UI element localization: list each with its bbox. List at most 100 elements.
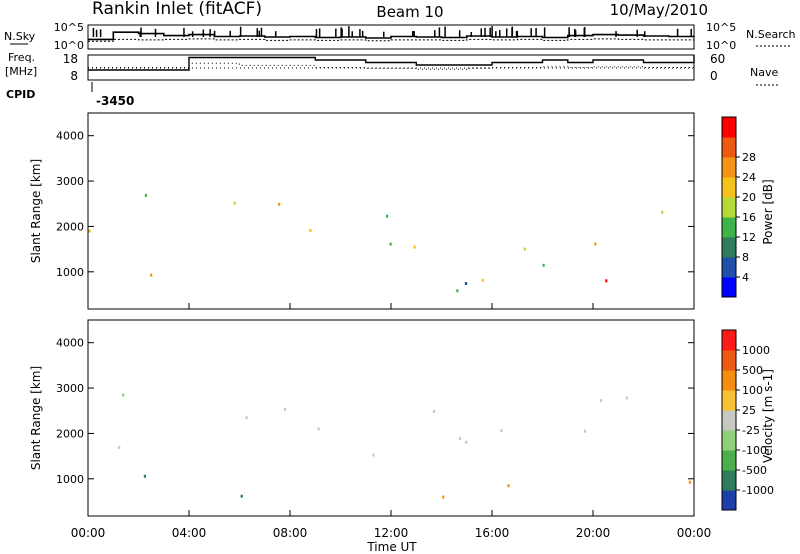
noise-tick-bottom-left: 10^0 [54, 39, 84, 52]
freq-tick-bottom: 8 [70, 69, 78, 83]
freq-strip: Freq. [MHz] 18 8 60 0 Nave CPID -3450 [5, 51, 778, 108]
noise-tick-top-left: 10^5 [54, 21, 84, 34]
xaxis-tick-label: 16:00 [475, 526, 510, 540]
nave-tick-bottom: 0 [710, 69, 718, 83]
nave-label: Nave [750, 66, 778, 79]
velocity-ytick-label: 1000 [56, 473, 84, 486]
power-ytick-label: 1000 [56, 266, 84, 279]
power-ytick-label: 4000 [56, 130, 84, 143]
power-panel: 1000 2000 3000 4000 Slant Range [km] 4 8 12 16… [29, 112, 775, 310]
velocity-ytick-label: 3000 [56, 382, 84, 395]
velocity-cbar-label: 100 [742, 384, 763, 397]
velocity-cbar-label: -500 [742, 464, 767, 477]
xaxis-tick-label: 00:00 [71, 526, 106, 540]
nsearch-line [88, 38, 695, 42]
nave-tick-top: 60 [710, 52, 725, 66]
power-ytick-label: 2000 [56, 220, 84, 233]
velocity-cell [507, 484, 510, 488]
velocity-cbar-label: 25 [742, 404, 756, 417]
velocity-cell [688, 480, 691, 484]
power-cell [88, 229, 91, 233]
velocity-cell [317, 427, 320, 431]
velocity-cbar-swatch [722, 470, 736, 491]
velocity-cbar-swatch [722, 410, 736, 431]
power-ylabel: Slant Range [km] [29, 159, 43, 263]
velocity-cell [143, 474, 146, 478]
power-cell [464, 282, 468, 285]
velocity-cell [118, 446, 121, 449]
velocity-cell [240, 494, 243, 498]
xaxis-label: Time UT [366, 540, 417, 554]
power-cbar-swatch [722, 157, 736, 178]
power-cell [594, 242, 597, 246]
velocity-cell [284, 407, 287, 411]
freq-tick-top: 18 [63, 52, 78, 66]
power-ytick-label: 3000 [56, 175, 84, 188]
velocity-panel: 1000 2000 3000 4000 Slant Range [km] 1000 50… [29, 303, 775, 554]
beam-title: Beam 10 [376, 3, 443, 21]
power-cbar-frame [721, 116, 737, 298]
power-cbar-label: 28 [742, 151, 756, 164]
power-cell [605, 279, 608, 283]
velocity-cbar-swatch [722, 450, 736, 471]
velocity-cbar-label: -100 [742, 444, 767, 457]
power-cell [389, 242, 392, 246]
velocity-cell [465, 440, 468, 444]
power-cbar-swatch [722, 217, 736, 238]
power-cell [523, 247, 526, 251]
velocity-cell [432, 409, 436, 413]
velocity-cbar-swatch [722, 330, 736, 351]
power-cbar-label: 4 [742, 271, 749, 284]
velocity-ytick-label: 4000 [56, 337, 84, 350]
xaxis-tick-label: 00:00 [677, 526, 712, 540]
cpid-value: -3450 [96, 94, 134, 108]
noise-tick-top-right: 10^5 [706, 21, 736, 34]
power-cbar-label: 8 [742, 251, 749, 264]
velocity-cbar-swatch [722, 350, 736, 371]
velocity-cbar-frame [721, 329, 737, 511]
power-cbar-label: Power [dB] [761, 179, 775, 244]
velocity-cell [625, 396, 628, 400]
velocity-cell [584, 429, 587, 433]
xaxis-tick-label: 20:00 [576, 526, 611, 540]
power-cell [456, 289, 459, 293]
velocity-cbar-swatch [722, 430, 736, 451]
power-cell [144, 193, 147, 197]
xaxis-tick-label: 04:00 [172, 526, 207, 540]
velocity-cell [458, 437, 462, 440]
velocity-cell [599, 399, 603, 403]
velocity-cbar-label: -25 [742, 424, 760, 437]
power-cell [661, 210, 664, 214]
velocity-cbar-label: 500 [742, 364, 763, 377]
nsky-label: N.Sky [4, 30, 36, 43]
power-cell [309, 229, 312, 232]
power-cell [413, 245, 416, 249]
nave-line [88, 62, 695, 70]
velocity-ytick-label: 2000 [56, 427, 84, 440]
freq-unit-label: [MHz] [5, 65, 37, 78]
power-cell [386, 214, 389, 218]
power-cbar-swatch [722, 137, 736, 158]
power-cells [88, 193, 664, 293]
station-title: Rankin Inlet (fitACF) [92, 0, 262, 19]
velocity-cbar-swatch [722, 390, 736, 411]
power-cell [150, 273, 153, 277]
velocity-cbar-label: -1000 [742, 484, 774, 497]
power-cbar-label: 12 [742, 231, 756, 244]
power-cell [233, 201, 236, 205]
velocity-cell [245, 416, 248, 420]
power-cbar-swatch [722, 197, 736, 218]
noise-tick-bottom-right: 10^0 [706, 39, 736, 52]
velocity-cbar-swatch [722, 490, 736, 511]
power-cbar-label: 24 [742, 171, 756, 184]
xaxis-tick-label: 08:00 [273, 526, 308, 540]
nsearch-label: N.Search [746, 28, 796, 41]
power-cbar-swatch [722, 277, 736, 298]
velocity-cell [122, 393, 125, 397]
power-cbar-label: 20 [742, 191, 756, 204]
freq-label: Freq. [8, 51, 35, 64]
power-cbar-swatch [722, 257, 736, 278]
velocity-cbar-label: 1000 [742, 344, 770, 357]
velocity-cell [442, 495, 445, 499]
